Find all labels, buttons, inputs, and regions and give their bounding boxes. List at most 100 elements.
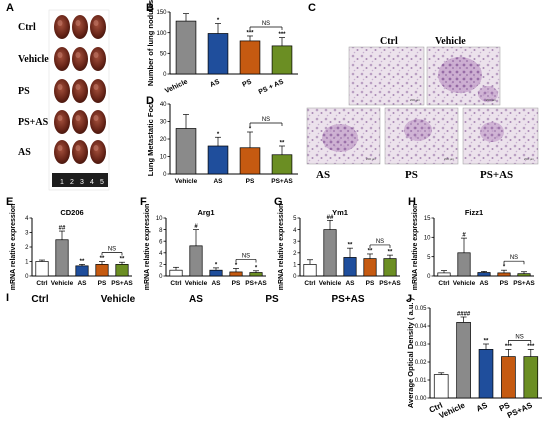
category-label: Vehicle [164,78,189,95]
y-tick-label: 1 [25,260,29,266]
y-tick-label: 1 [293,263,297,269]
bar [501,356,516,399]
lung-specimen [54,15,70,39]
y-tick-label: 0 [159,274,163,280]
significance-label: * [255,265,258,271]
tumor-nodule [478,86,498,102]
y-tick-label: 4 [25,216,29,222]
bar [517,273,531,277]
y-tick-label: 0 [293,274,297,280]
significance-label: ** [388,250,393,256]
bar [55,239,69,277]
y-tick-label: 100 [156,31,167,37]
category-label: Ctrl [304,280,315,287]
bar [169,269,183,277]
lung-highlight [75,84,81,90]
panel-letter-g: G [274,196,283,208]
y-tick-label: 20 [160,137,167,143]
significance-label: ** [280,141,285,147]
bar [478,349,494,399]
significance-label: * [235,263,238,269]
ns-label: NS [262,21,270,27]
y-tick-label: 50 [160,52,167,58]
chart-title: CD206 [60,208,83,217]
panel-letter-a: A [6,2,14,14]
y-tick-label: 6 [159,239,163,245]
panel-c: C Ctrl Vehicle 200 μm 200 μm 200 μm 200 … [306,2,539,181]
bar [497,272,511,277]
y-tick-label: 10 [424,236,431,242]
bar [363,258,377,277]
bar [433,374,449,399]
lung-specimen [90,47,106,71]
category-label: PS [98,280,107,287]
bar [35,261,49,277]
scale-bar-label: 200 μm [410,98,421,102]
bar [457,252,471,277]
significance-label: # [462,233,466,239]
histology-label-ps-as: PS+AS [480,169,513,181]
category-label: PS + AS [258,78,286,96]
y-tick-label: 3 [25,231,29,237]
bar [456,322,471,399]
ihc-label-ctrl: Ctrl [31,294,48,305]
chart-h: 0 5 10 15 mRNA relative expression Fizz1 Ctrl #… [412,204,535,291]
panel-letter-c: C [308,2,316,14]
bar [523,356,539,399]
ns-label: NS [515,334,523,340]
y-tick-label: 4 [293,228,297,234]
panel-a: A Ctrl Vehicle PS PS+AS AS 1 2 3 4 5 [6,2,110,191]
category-label: Vehicle [438,400,467,420]
histology-image-ctrl [348,46,425,106]
bar [207,33,229,75]
bar [207,145,229,175]
chart-e: 0 1 2 3 4 mRNA relative expression CD206 Ctrl ##… [10,204,133,291]
ruler-number: 5 [100,179,104,186]
lung-specimen [72,47,88,71]
category-label: AS [77,280,87,287]
chart-g: 0 1 2 3 4 5 mRNA relative expression Ym1 Ctrl ## V… [278,204,401,291]
chart-title: Arg1 [197,208,214,217]
panel-letter-b: B [146,2,154,14]
significance-label: * [215,262,218,268]
category-label: Vehicle [51,280,74,287]
category-label: AS [479,280,489,287]
category-label: PS+AS [271,178,293,185]
significance-label: * [217,132,220,138]
ihc-label-vehicle: Vehicle [101,294,136,305]
ruler-number: 2 [70,179,74,186]
y-tick-label: 0.02 [415,360,427,366]
lung-specimen [72,110,88,134]
category-label: AS [345,280,355,287]
row-label-ps: PS [18,86,30,97]
chart-title: Ym1 [332,208,348,217]
significance-label: ** [120,257,125,263]
y-tick-label: 0.00 [415,396,427,402]
y-tick-label: 3 [293,239,297,245]
lung-specimen [90,110,106,134]
lung-highlight [93,145,99,151]
category-label: PS+AS [513,280,535,287]
significance-label: * [249,127,252,133]
y-axis-label: Number of lung nodules [146,0,155,86]
category-label: PS+AS [506,400,534,420]
category-label: Ctrl [438,280,449,287]
bar [271,45,293,75]
lung-specimen [90,79,106,103]
y-axis-label: mRNA relative expression [412,204,419,291]
category-label: Vehicle [185,280,208,287]
lung-specimen [72,15,88,39]
panel-letter-i: I [6,292,9,304]
y-axis-label: Lung Metastatic Foci [146,102,155,177]
y-axis-label: mRNA relative expression [10,204,17,291]
y-tick-label: 2 [159,263,163,269]
bar [115,264,129,277]
y-tick-label: 0 [163,72,167,78]
y-tick-label: 150 [156,10,167,16]
y-tick-label: 15 [424,216,431,222]
category-label: AS [475,400,489,413]
category-label: PS [241,78,253,88]
lung-highlight [75,20,81,26]
y-tick-label: 2 [25,245,29,251]
